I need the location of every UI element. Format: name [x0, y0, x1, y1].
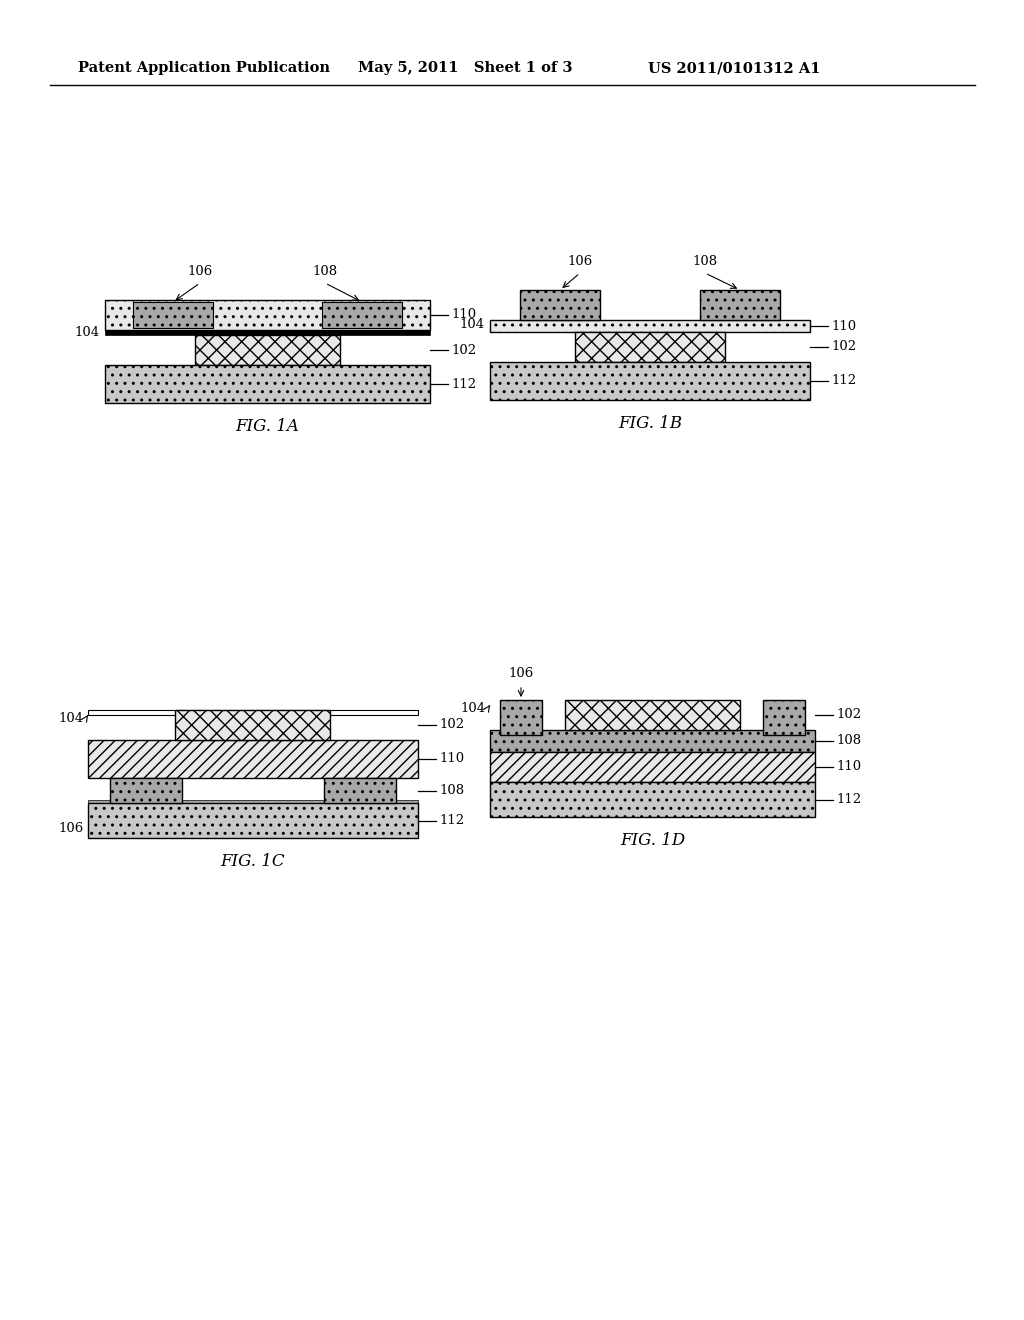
Bar [520, 290, 600, 319]
Bar [88, 803, 418, 838]
Text: 112: 112 [439, 814, 464, 828]
Bar [324, 777, 396, 803]
Bar [88, 710, 418, 715]
Text: 104: 104 [75, 326, 100, 338]
Text: FIG. 1C: FIG. 1C [221, 853, 286, 870]
Bar [133, 302, 213, 327]
Text: 110: 110 [836, 760, 861, 774]
Bar [110, 777, 182, 803]
Text: 102: 102 [439, 718, 464, 731]
Bar [105, 366, 430, 403]
Bar [88, 741, 418, 777]
Text: 110: 110 [451, 309, 476, 322]
Text: 106: 106 [508, 667, 534, 680]
Text: 104: 104 [58, 711, 84, 725]
Text: FIG. 1A: FIG. 1A [236, 418, 299, 436]
Text: 102: 102 [451, 343, 476, 356]
Text: 112: 112 [836, 793, 861, 807]
Text: 106: 106 [567, 255, 593, 268]
Text: FIG. 1D: FIG. 1D [620, 832, 685, 849]
Text: US 2011/0101312 A1: US 2011/0101312 A1 [648, 61, 820, 75]
Bar [490, 752, 815, 781]
Text: 110: 110 [439, 752, 464, 766]
Text: 102: 102 [836, 709, 861, 722]
Text: 102: 102 [831, 341, 856, 354]
Bar [700, 290, 780, 319]
Bar [575, 333, 725, 362]
Text: 104: 104 [461, 701, 486, 714]
Text: 108: 108 [692, 255, 718, 268]
Text: 106: 106 [58, 821, 84, 834]
Text: 112: 112 [831, 375, 856, 388]
Bar [105, 330, 430, 335]
Bar [490, 730, 815, 752]
Text: 104: 104 [460, 318, 485, 331]
Text: May 5, 2011   Sheet 1 of 3: May 5, 2011 Sheet 1 of 3 [358, 61, 572, 75]
Text: Patent Application Publication: Patent Application Publication [78, 61, 330, 75]
Bar [763, 700, 805, 735]
Bar [88, 800, 418, 803]
Bar [175, 710, 330, 741]
Bar [490, 781, 815, 817]
Bar [500, 700, 542, 735]
Bar [565, 700, 740, 730]
Text: FIG. 1B: FIG. 1B [617, 414, 682, 432]
Text: 106: 106 [187, 265, 213, 279]
Text: 108: 108 [439, 784, 464, 797]
Text: 108: 108 [836, 734, 861, 747]
Bar [105, 300, 430, 330]
Text: 108: 108 [312, 265, 338, 279]
Text: 110: 110 [831, 319, 856, 333]
Bar [322, 302, 402, 327]
Bar [490, 362, 810, 400]
Bar [490, 319, 810, 333]
Bar [195, 335, 340, 366]
Text: 112: 112 [451, 378, 476, 391]
